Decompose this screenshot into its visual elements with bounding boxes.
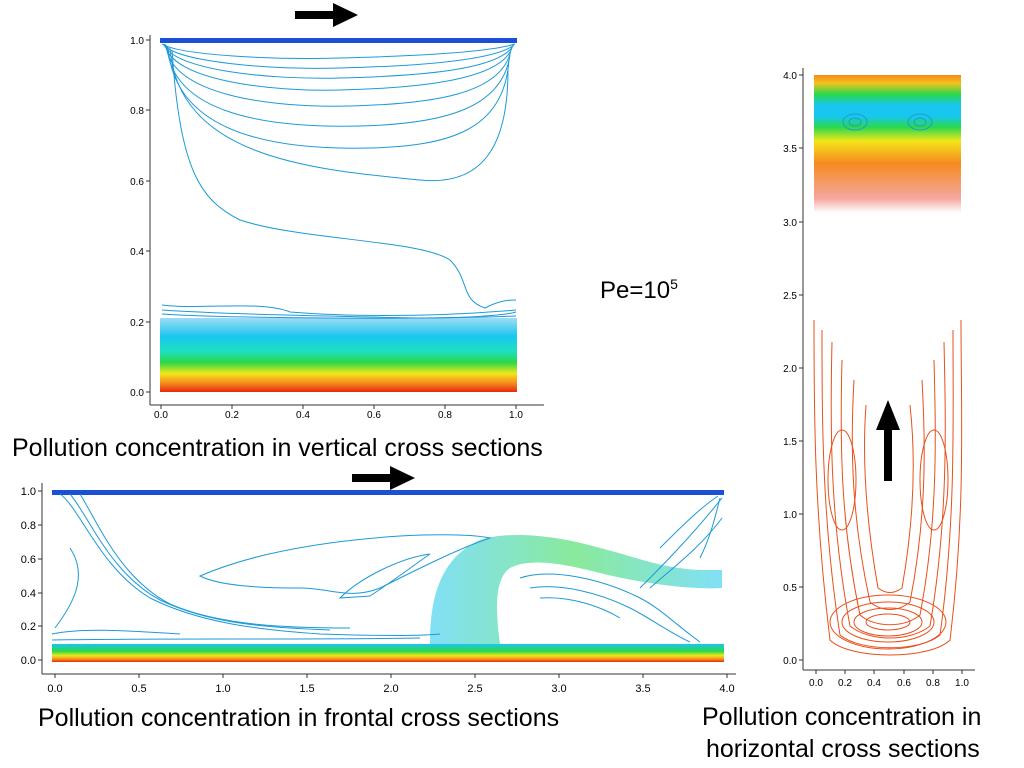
x-tick-label: 2.0 [383,683,398,695]
y-tick-label: 0.6 [21,554,36,566]
x-tick-label: 0.0 [809,678,823,689]
frontal-section-plot: 0.0 0.2 0.4 0.6 0.8 1.0 0.0 0.5 1.0 1.5 … [21,466,736,695]
x-tick-label: 0.4 [867,678,881,689]
concentration-band [52,644,724,662]
y-tick-label: 0.5 [783,583,797,594]
y-tick-label: 0.8 [21,520,36,532]
y-ticks: 0.0 0.5 1.0 1.5 2.0 2.5 3.0 3.5 4.0 [783,71,803,667]
vertical-section-plot: 0.0 0.2 0.4 0.6 0.8 1.0 0.0 0.2 0.4 0.6 … [130,3,544,420]
concentration-band [160,318,517,392]
x-tick-label: 1.0 [215,683,230,695]
y-tick-label: 1.0 [21,486,36,498]
y-tick-label: 2.0 [783,364,797,375]
top-boundary-line [52,490,724,495]
top-boundary-line [160,38,517,43]
x-ticks: 0.0 0.2 0.4 0.6 0.8 1.0 [154,405,523,420]
x-tick-label: 0.0 [47,683,62,695]
y-ticks: 0.0 0.2 0.4 0.6 0.8 1.0 [130,36,150,399]
x-ticks: 0.0 0.5 1.0 1.5 2.0 2.5 3.0 3.5 4.0 [47,674,735,695]
horizontal-caption-line2: horizontal cross sections [706,735,980,763]
x-tick-label: 0.8 [438,410,452,420]
flow-arrow-right [295,3,358,27]
y-tick-label: 0.4 [130,247,144,258]
contour-lines [51,493,723,643]
x-tick-label: 1.5 [299,683,314,695]
vortex-cores [842,113,933,131]
horizontal-section-plot: 0.0 0.5 1.0 1.5 2.0 2.5 3.0 3.5 4.0 0.0 … [783,68,975,689]
y-tick-label: 3.0 [783,218,797,229]
concentration-field [814,75,961,350]
x-tick-label: 3.5 [635,683,650,695]
y-tick-label: 0.0 [21,655,36,667]
y-tick-label: 0.0 [130,388,144,399]
flow-arrow-right [352,466,415,490]
x-tick-label: 0.6 [367,410,381,420]
x-tick-label: 0.4 [296,410,310,420]
peclet-label: Pe=105 [600,276,678,305]
y-ticks: 0.0 0.2 0.4 0.6 0.8 1.0 [21,486,42,667]
y-tick-label: 0.2 [130,318,144,329]
x-tick-label: 2.5 [467,683,482,695]
x-tick-label: 3.0 [551,683,566,695]
y-tick-label: 4.0 [783,71,797,82]
contour-lines [161,43,517,319]
x-tick-label: 0.2 [225,410,239,420]
peclet-base: Pe=10 [600,277,671,304]
y-tick-label: 0.4 [21,588,36,600]
y-tick-label: 1.5 [783,437,797,448]
contour-lines [813,319,963,656]
y-tick-label: 2.5 [783,291,797,302]
y-tick-label: 1.0 [130,36,144,47]
y-tick-label: 0.2 [21,621,36,633]
x-tick-label: 0.0 [154,410,168,420]
x-tick-label: 1.0 [509,410,523,420]
y-tick-label: 0.8 [130,106,144,117]
x-tick-label: 0.5 [131,683,146,695]
peclet-exponent: 5 [670,276,678,292]
x-tick-label: 0.6 [897,678,911,689]
y-tick-label: 3.5 [783,144,797,155]
vertical-caption: Pollution concentration in vertical cros… [12,434,543,462]
x-tick-label: 4.0 [719,683,734,695]
y-tick-label: 0.6 [130,177,144,188]
flow-arrow-up [876,400,900,481]
x-tick-label: 0.8 [926,678,940,689]
frontal-caption: Pollution concentration in frontal cross… [38,704,560,732]
y-tick-label: 1.0 [783,510,797,521]
x-tick-label: 0.2 [838,678,852,689]
horizontal-caption-line1: Pollution concentration in [702,703,982,731]
x-tick-label: 1.0 [955,678,969,689]
x-ticks: 0.0 0.2 0.4 0.6 0.8 1.0 [809,670,969,689]
concentration-plume [430,534,722,644]
y-tick-label: 0.0 [783,656,797,667]
